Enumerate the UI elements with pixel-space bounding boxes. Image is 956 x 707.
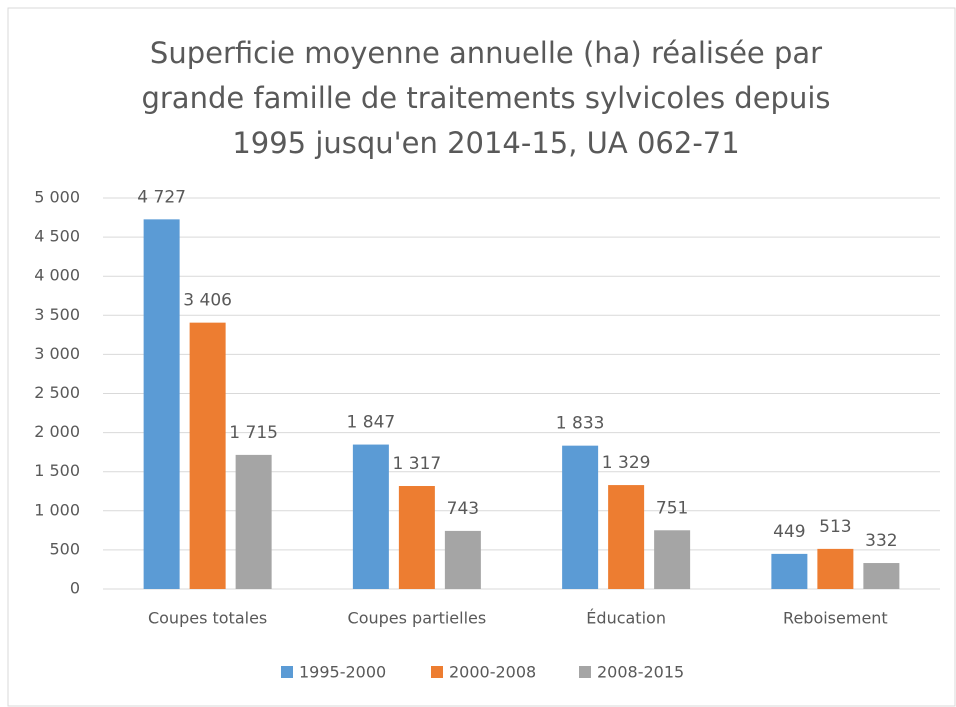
y-tick-label: 2 500 (34, 383, 80, 402)
data-label: 1 715 (229, 423, 278, 443)
bar (771, 553, 808, 589)
chart-title: 1995 jusqu'en 2014-15, UA 062-71 (232, 126, 739, 160)
bar (562, 445, 599, 589)
data-label: 4 727 (137, 187, 186, 207)
y-tick-label: 3 000 (34, 344, 80, 363)
data-label: 513 (819, 517, 851, 537)
y-tick-label: 2 000 (34, 422, 80, 441)
y-tick-label: 1 000 (34, 500, 80, 519)
y-tick-label: 1 500 (34, 461, 80, 480)
data-label: 1 833 (556, 414, 605, 434)
legend-label: 1995-2000 (299, 663, 386, 682)
x-tick-label: Reboisement (783, 609, 888, 628)
y-tick-label: 4 000 (34, 266, 80, 285)
x-tick-label: Coupes partielles (348, 609, 487, 628)
legend-swatch (281, 666, 293, 678)
y-tick-label: 5 000 (34, 188, 80, 207)
x-tick-label: Éducation (586, 609, 666, 628)
data-label: 1 317 (393, 454, 442, 474)
y-tick-label: 4 500 (34, 227, 80, 246)
data-label: 3 406 (183, 291, 232, 311)
bar (608, 485, 645, 589)
data-label: 332 (865, 531, 897, 551)
bar (444, 530, 481, 589)
bar (143, 219, 180, 589)
bar (398, 486, 435, 589)
chart-title: grande famille de traitements sylvicoles… (141, 81, 830, 115)
bar (863, 563, 900, 589)
y-tick-label: 0 (70, 579, 80, 598)
bar (189, 322, 226, 589)
legend-swatch (579, 666, 591, 678)
data-label: 1 329 (602, 453, 651, 473)
bar (654, 530, 691, 589)
bar (235, 454, 272, 589)
data-label: 449 (773, 522, 805, 542)
bar (817, 548, 854, 589)
data-label: 743 (447, 499, 479, 519)
y-tick-label: 500 (49, 539, 80, 558)
data-label: 751 (656, 498, 688, 518)
data-label: 1 847 (347, 413, 396, 433)
chart-title: Superficie moyenne annuelle (ha) réalisé… (150, 36, 822, 70)
y-tick-label: 3 500 (34, 305, 80, 324)
legend-label: 2008-2015 (597, 663, 684, 682)
legend-swatch (431, 666, 443, 678)
legend-label: 2000-2008 (449, 663, 536, 682)
x-tick-label: Coupes totales (148, 609, 267, 628)
bar (352, 444, 389, 589)
